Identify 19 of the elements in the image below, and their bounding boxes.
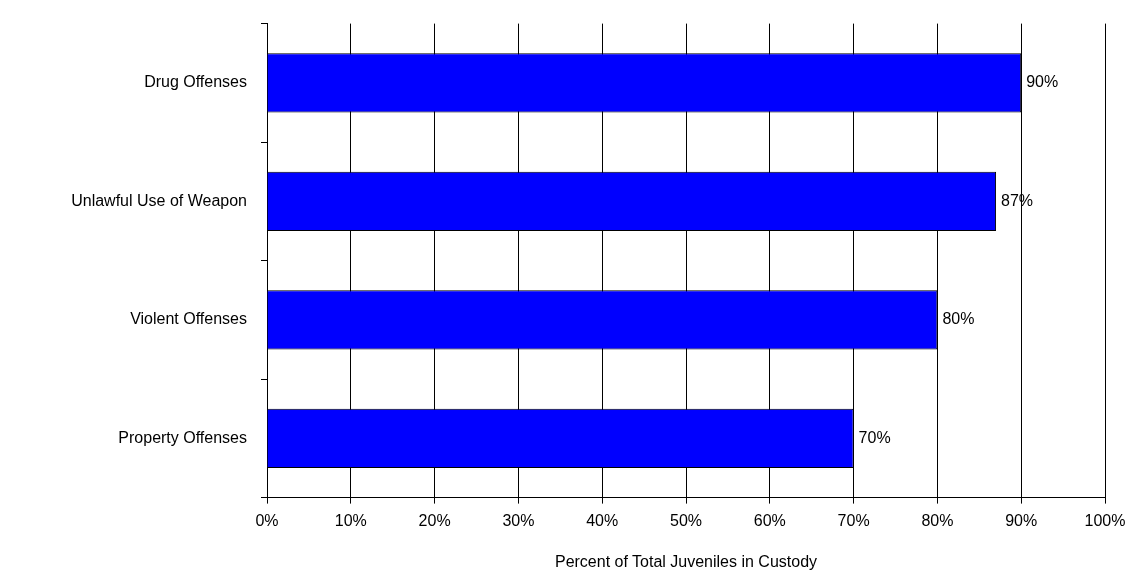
y-tick-label: Unlawful Use of Weapon (71, 191, 247, 209)
data-label: 80% (942, 310, 975, 328)
x-tick-label: 30% (502, 511, 535, 529)
x-tick-label: 80% (921, 511, 954, 529)
data-label: 90% (1026, 73, 1059, 91)
y-tick-label: Drug Offenses (144, 73, 247, 91)
x-tick-label: 70% (837, 511, 870, 529)
x-tick-label: 10% (334, 511, 367, 529)
x-axis-title: Percent of Total Juveniles in Custody (554, 552, 818, 570)
x-tick-label: 90% (1005, 511, 1038, 529)
y-tick-label: Violent Offenses (130, 310, 247, 328)
x-tick-label: 60% (753, 511, 786, 529)
x-tick-label: 20% (418, 511, 451, 529)
x-tick-label: 0% (255, 511, 279, 529)
data-label: 70% (858, 428, 891, 446)
x-tick-label: 50% (669, 511, 703, 529)
x-tick-label: 40% (586, 511, 619, 529)
x-tick-label: 100% (1084, 511, 1126, 529)
y-tick-label: Property Offenses (118, 428, 247, 446)
